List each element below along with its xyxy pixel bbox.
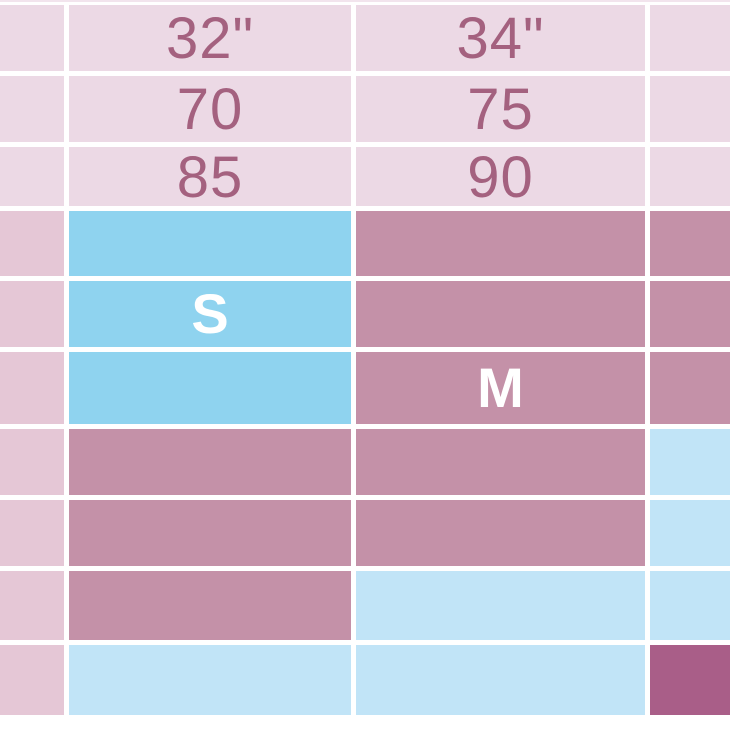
cell-size-band-2-S-size-column-34in: [356, 281, 645, 347]
cell-size-band-4-row-label-column: [0, 429, 64, 495]
cell-underbust-inches-size-column-cropped: [650, 5, 730, 71]
cell-size-band-5-size-column-34in: [356, 500, 645, 566]
cell-size-band-2-S-row-label-column: [0, 281, 64, 347]
cell-size-band-4-size-column-34in: [356, 429, 645, 495]
cell-size-band-6-row-label-column: [0, 571, 64, 640]
size-letter-label: S: [191, 282, 229, 345]
cell-band-row-85-90-size-column-cropped: [650, 147, 730, 206]
cell-band-row-85-90-row-label-column: [0, 147, 64, 206]
cell-size-band-3-M-size-column-32in: [69, 352, 351, 424]
cell-size-band-3-M-size-column-cropped: [650, 352, 730, 424]
measurement-label: 85: [176, 147, 244, 206]
cell-size-band-4-size-column-cropped: [650, 429, 730, 495]
cell-size-band-2-S-size-column-32in: S: [69, 281, 351, 347]
cell-band-row-70-75-size-column-cropped: [650, 76, 730, 142]
cell-size-band-1-size-column-cropped: [650, 211, 730, 276]
size-chart-grid: 32" 34" 70 75 85 90 S M: [0, 5, 730, 715]
measurement-label: 70: [176, 77, 244, 142]
cell-size-band-1-size-column-34in: [356, 211, 645, 276]
cell-size-band-1-size-column-32in: [69, 211, 351, 276]
cell-size-band-5-size-column-32in: [69, 500, 351, 566]
cell-underbust-inches-size-column-34in: 34": [356, 5, 645, 71]
measurement-label: 34": [456, 6, 545, 71]
cell-size-band-7-row-label-column: [0, 645, 64, 715]
cell-size-band-1-row-label-column: [0, 211, 64, 276]
cell-size-band-4-size-column-32in: [69, 429, 351, 495]
cell-band-row-85-90-size-column-34in: 90: [356, 147, 645, 206]
measurement-label: 75: [467, 77, 534, 142]
cell-size-band-5-size-column-cropped: [650, 500, 730, 566]
cell-size-band-2-S-size-column-cropped: [650, 281, 730, 347]
cell-size-band-6-size-column-cropped: [650, 571, 730, 640]
cell-band-row-70-75-row-label-column: [0, 76, 64, 142]
cell-underbust-inches-row-label-column: [0, 5, 64, 71]
measurement-label: 32": [165, 6, 255, 71]
cell-size-band-7-size-column-cropped: [650, 645, 730, 715]
cropped-row-top-edge: [0, 0, 730, 2]
cell-band-row-70-75-size-column-32in: 70: [69, 76, 351, 142]
cell-band-row-85-90-size-column-32in: 85: [69, 147, 351, 206]
cell-size-band-7-size-column-32in: [69, 645, 351, 715]
cell-underbust-inches-size-column-32in: 32": [69, 5, 351, 71]
measurement-label: 90: [467, 147, 534, 206]
cell-size-band-5-row-label-column: [0, 500, 64, 566]
cell-size-band-6-size-column-32in: [69, 571, 351, 640]
cell-size-band-7-size-column-34in: [356, 645, 645, 715]
size-letter-label: M: [477, 356, 524, 419]
cell-size-band-3-M-size-column-34in: M: [356, 352, 645, 424]
cell-size-band-3-M-row-label-column: [0, 352, 64, 424]
cell-band-row-70-75-size-column-34in: 75: [356, 76, 645, 142]
cell-size-band-6-size-column-34in: [356, 571, 645, 640]
